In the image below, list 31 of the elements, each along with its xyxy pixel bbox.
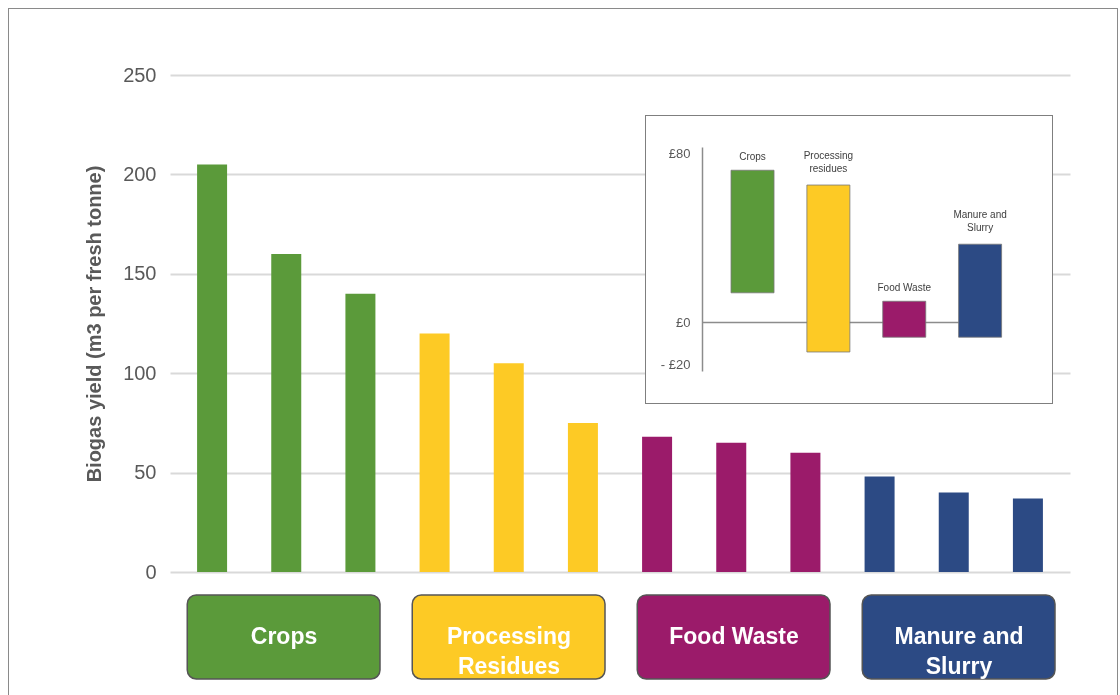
text: Crops xyxy=(250,623,318,649)
y-tick-label: £0 xyxy=(676,314,691,330)
bar xyxy=(790,452,821,572)
y-tick-label: 0 xyxy=(145,560,157,583)
bar xyxy=(882,300,927,338)
bar xyxy=(493,363,524,572)
y-tick-label: 150 xyxy=(123,262,157,285)
y-tick-label: - £20 xyxy=(660,357,691,373)
bar xyxy=(271,253,302,572)
y-tick-label: 250 xyxy=(123,63,157,86)
bar xyxy=(419,333,450,572)
bar xyxy=(345,293,376,572)
bar xyxy=(958,243,1002,338)
text: Food Waste xyxy=(669,623,799,649)
bar xyxy=(730,169,775,294)
y-axis-title: Biogas yield (m3 per fresh tonne) xyxy=(83,165,106,483)
bar xyxy=(1012,498,1043,572)
y-tick-label: 100 xyxy=(123,361,157,384)
bar xyxy=(938,492,969,572)
text: Manure and Slurry xyxy=(894,623,1024,679)
bar xyxy=(716,442,747,572)
x-tick-label: Processing residues xyxy=(803,150,854,175)
text: Processing Residues xyxy=(447,623,571,679)
bar xyxy=(197,164,228,572)
bar xyxy=(642,436,673,572)
bar xyxy=(806,184,851,353)
y-tick-label: 50 xyxy=(134,461,157,484)
y-tick-label: 200 xyxy=(123,162,157,185)
bar xyxy=(567,422,598,572)
y-tick-label: £80 xyxy=(668,145,691,161)
bar xyxy=(864,476,895,572)
